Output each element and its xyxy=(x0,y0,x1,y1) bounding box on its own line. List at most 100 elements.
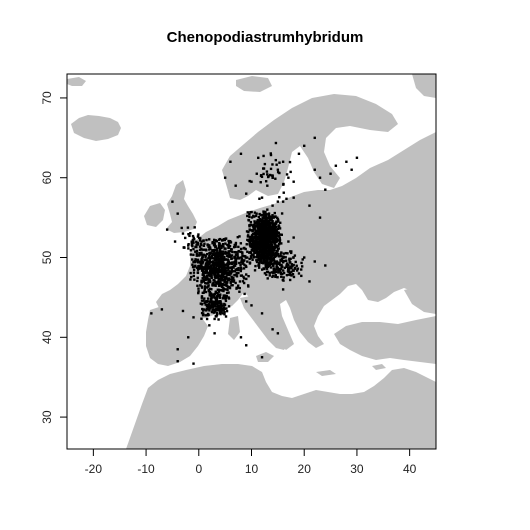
occurrence-point xyxy=(281,255,284,258)
occurrence-point xyxy=(253,269,257,272)
occurrence-point xyxy=(259,255,262,258)
occurrence-point xyxy=(279,252,282,256)
occurrence-point xyxy=(188,234,191,238)
occurrence-point xyxy=(286,264,290,267)
occurrence-point xyxy=(257,156,260,160)
occurrence-point xyxy=(197,290,200,293)
occurrence-point xyxy=(290,270,293,273)
occurrence-point xyxy=(278,225,281,228)
occurrence-point xyxy=(253,211,257,214)
occurrence-point xyxy=(265,213,268,216)
occurrence-point xyxy=(248,213,251,216)
occurrence-point xyxy=(222,262,225,265)
occurrence-point xyxy=(271,275,274,279)
great-britain-landmass xyxy=(166,180,197,233)
occurrence-point xyxy=(211,301,214,304)
occurrence-point xyxy=(268,223,272,226)
occurrence-point xyxy=(277,234,281,237)
occurrence-point xyxy=(260,239,263,243)
occurrence-point xyxy=(260,250,264,253)
occurrence-point xyxy=(234,245,237,248)
occurrence-point xyxy=(248,224,251,227)
occurrence-point xyxy=(242,275,245,279)
occurrence-point xyxy=(219,279,223,282)
occurrence-point xyxy=(210,271,213,274)
occurrence-point xyxy=(208,258,212,261)
occurrence-point xyxy=(200,295,204,298)
occurrence-point xyxy=(181,309,185,313)
occurrence-point xyxy=(236,235,239,239)
occurrence-point xyxy=(230,268,233,271)
occurrence-point xyxy=(209,247,212,251)
occurrence-point xyxy=(266,242,269,245)
occurrence-point xyxy=(205,238,208,242)
occurrence-point xyxy=(208,269,212,273)
novaya-zemlya-landmass xyxy=(412,74,436,98)
occurrence-point xyxy=(249,210,252,214)
occurrence-point xyxy=(278,268,282,272)
occurrence-point xyxy=(265,227,268,230)
occurrence-point xyxy=(350,168,353,171)
occurrence-point xyxy=(203,242,206,245)
occurrence-point xyxy=(257,258,260,262)
occurrence-point xyxy=(216,288,220,291)
occurrence-point xyxy=(226,288,229,291)
occurrence-point xyxy=(275,270,278,274)
occurrence-point xyxy=(210,303,213,306)
occurrence-point xyxy=(267,263,270,266)
occurrence-point xyxy=(204,271,207,274)
occurrence-point xyxy=(187,243,190,246)
occurrence-point xyxy=(277,270,280,273)
map-title: Chenopodiastrumhybridum xyxy=(167,29,364,46)
occurrence-point xyxy=(280,212,284,215)
occurrence-point xyxy=(259,181,262,184)
occurrence-point xyxy=(211,257,214,260)
occurrence-point xyxy=(272,267,276,270)
occurrence-point xyxy=(230,267,234,270)
occurrence-point xyxy=(279,271,283,274)
occurrence-point xyxy=(256,219,259,222)
occurrence-point xyxy=(279,272,283,275)
occurrence-point xyxy=(257,222,260,225)
occurrence-point xyxy=(205,271,209,274)
occurrence-point xyxy=(253,251,256,255)
occurrence-point xyxy=(223,255,226,259)
occurrence-point xyxy=(282,182,285,186)
occurrence-point xyxy=(258,220,261,223)
occurrence-point xyxy=(265,215,268,218)
occurrence-point xyxy=(215,261,218,265)
map-panel xyxy=(67,74,436,449)
occurrence-point xyxy=(209,297,213,300)
occurrence-point xyxy=(239,152,243,155)
x-tick-label: 0 xyxy=(195,462,202,476)
occurrence-point xyxy=(329,172,332,175)
occurrence-point xyxy=(255,250,259,254)
occurrence-point xyxy=(269,167,273,171)
occurrence-point xyxy=(205,309,208,312)
occurrence-point xyxy=(277,247,280,250)
occurrence-point xyxy=(254,230,257,233)
occurrence-point xyxy=(289,251,293,255)
occurrence-point xyxy=(222,287,226,291)
occurrence-point xyxy=(265,273,268,276)
occurrence-point xyxy=(198,245,202,248)
occurrence-point xyxy=(209,268,213,272)
occurrence-point xyxy=(245,273,248,276)
occurrence-point xyxy=(279,233,282,236)
occurrence-point xyxy=(274,262,277,265)
occurrence-point xyxy=(282,255,286,259)
occurrence-point xyxy=(201,314,205,317)
occurrence-point xyxy=(201,269,205,272)
occurrence-point xyxy=(272,215,275,218)
occurrence-point xyxy=(211,309,214,312)
arctic-islands-landmass xyxy=(236,76,272,92)
occurrence-point xyxy=(200,311,204,315)
occurrence-point xyxy=(202,244,206,247)
occurrence-point xyxy=(222,265,226,269)
occurrence-point xyxy=(223,280,226,284)
occurrence-point xyxy=(301,258,304,261)
occurrence-point xyxy=(214,246,217,249)
occurrence-point xyxy=(280,251,283,254)
occurrence-point xyxy=(218,267,221,271)
occurrence-point xyxy=(218,295,222,298)
